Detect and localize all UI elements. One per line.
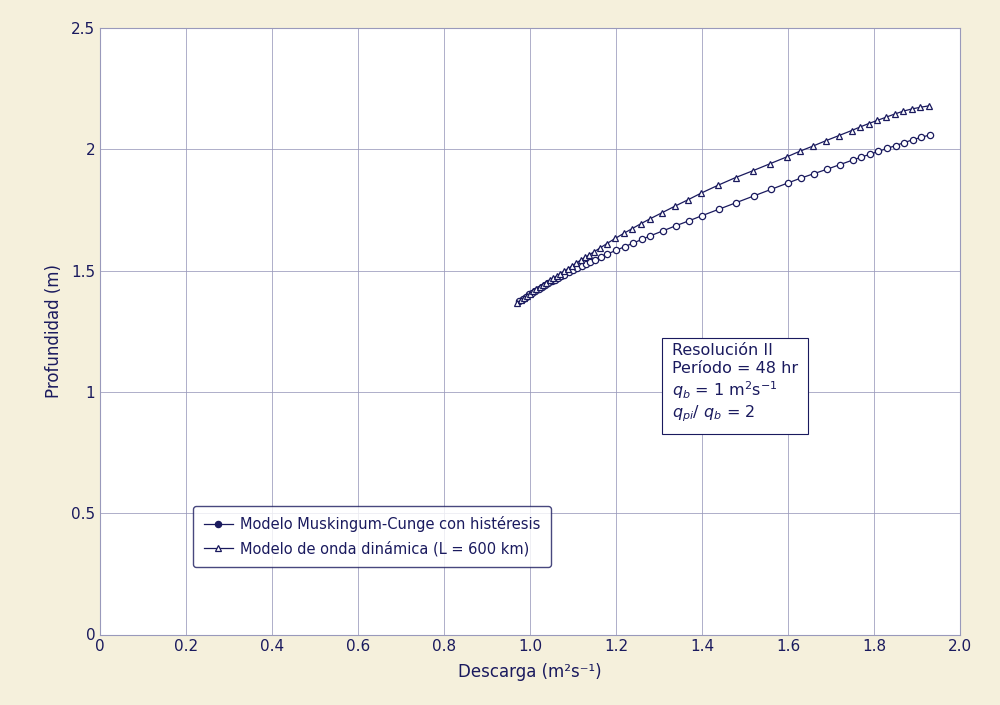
Modelo Muskingum-Cunge con histéresis xyxy=(890,141,902,149)
Modelo Muskingum-Cunge con histéresis xyxy=(924,130,936,139)
Modelo Muskingum-Cunge con histéresis xyxy=(526,288,538,297)
Modelo Muskingum-Cunge con histéresis xyxy=(610,246,622,255)
Modelo de onda dinámica (L = 600 km) xyxy=(682,195,694,204)
Modelo de onda dinámica (L = 600 km) xyxy=(575,256,587,264)
Modelo de onda dinámica (L = 600 km) xyxy=(524,289,536,298)
Modelo Muskingum-Cunge con histéresis xyxy=(576,262,588,270)
Modelo de onda dinámica (L = 600 km) xyxy=(712,181,724,190)
Line: Modelo de onda dinámica (L = 600 km): Modelo de onda dinámica (L = 600 km) xyxy=(514,102,933,306)
Modelo de onda dinámica (L = 600 km) xyxy=(889,110,901,118)
Modelo de onda dinámica (L = 600 km) xyxy=(923,102,935,110)
Modelo Muskingum-Cunge con histéresis xyxy=(713,205,725,214)
Modelo de onda dinámica (L = 600 km) xyxy=(511,298,523,307)
Modelo de onda dinámica (L = 600 km) xyxy=(609,234,621,243)
Line: Modelo Muskingum-Cunge con histéresis: Modelo Muskingum-Cunge con histéresis xyxy=(516,132,933,304)
Modelo Muskingum-Cunge con histéresis xyxy=(513,297,525,305)
Legend: Modelo Muskingum-Cunge con histéresis, Modelo de onda dinámica (L = 600 km): Modelo Muskingum-Cunge con histéresis, M… xyxy=(193,506,551,567)
Modelo Muskingum-Cunge con histéresis xyxy=(683,216,695,225)
Y-axis label: Profundidad (m): Profundidad (m) xyxy=(45,264,63,398)
X-axis label: Descarga (m²s⁻¹): Descarga (m²s⁻¹) xyxy=(458,663,602,681)
Text: Resolución II
Período = 48 hr
$q_b$ = 1 m$^2$s$^{-1}$
$q_{pi}$/ $q_b$ = 2: Resolución II Período = 48 hr $q_b$ = 1 … xyxy=(672,343,798,424)
